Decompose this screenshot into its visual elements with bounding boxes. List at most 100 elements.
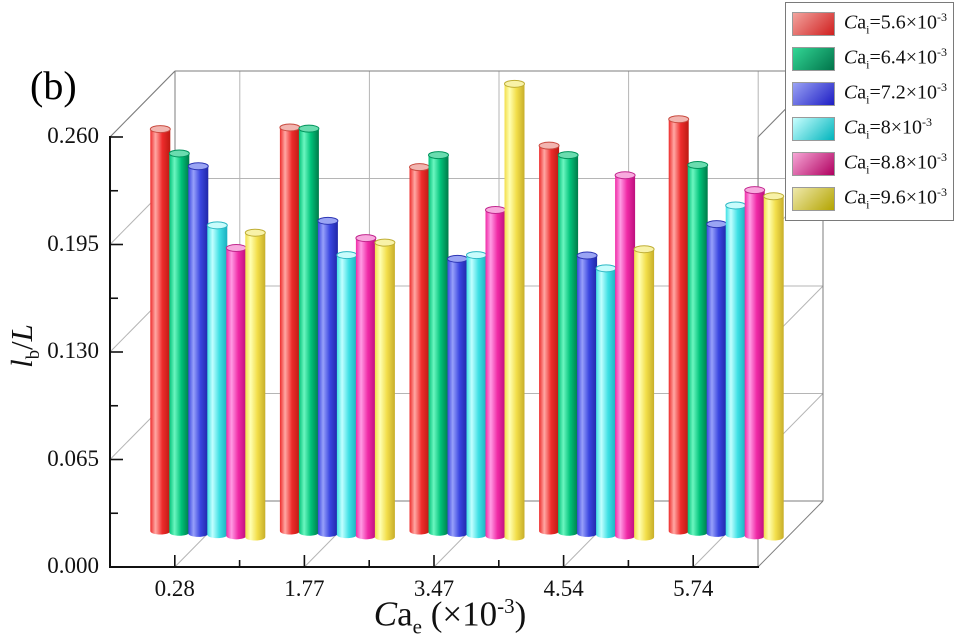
rich-text-segment: e — [412, 614, 422, 639]
bar-cylinder-body — [706, 224, 727, 537]
bar-cylinder-body — [374, 242, 395, 541]
bar-cylinder-body — [317, 220, 338, 537]
bar-cylinder-body — [207, 225, 228, 539]
bar-cylinder-top — [485, 205, 506, 214]
bar-cylinder-top — [614, 171, 636, 180]
legend-entry: Cai=8×10-3 — [791, 114, 947, 144]
y-tick-label: 0.000 — [47, 553, 99, 578]
bar-cylinder-top — [374, 238, 396, 247]
rich-text-segment: i — [866, 92, 870, 107]
bar-cylinder-body — [245, 232, 266, 541]
bar-cylinder-top — [244, 228, 266, 237]
bar-cylinder-top — [668, 115, 690, 124]
bar-cylinder-top — [687, 161, 709, 170]
bar-cylinder-top — [725, 201, 747, 210]
bar-cylinder-top — [447, 254, 468, 263]
bar-cylinder-top — [336, 251, 358, 260]
legend-label: Cai=8×10-3 — [844, 115, 932, 143]
rich-text-segment: -3 — [937, 150, 947, 165]
box-edge — [757, 500, 824, 568]
bar-cylinder-top — [466, 251, 487, 260]
rich-text-segment: -3 — [937, 80, 947, 95]
bar-cylinder-top — [225, 244, 247, 253]
panel-label: (b) — [30, 63, 77, 108]
bar-cylinder-body — [169, 153, 190, 536]
x-tick-label: 1.77 — [284, 576, 325, 601]
legend-swatch — [791, 12, 835, 36]
rich-text-segment: =6.4×10 — [869, 46, 937, 69]
rich-text-segment: i — [866, 197, 870, 212]
bar-cylinder-top — [557, 151, 579, 160]
bar-cylinder-body — [763, 196, 784, 541]
bar-cylinder-body — [615, 175, 636, 540]
bar-cylinder-top — [763, 192, 785, 201]
rich-text-segment: C — [843, 151, 858, 174]
y-tick-label: 0.195 — [47, 230, 99, 256]
bar-cylinder-body — [744, 190, 765, 540]
bar-cylinder-body — [447, 258, 468, 537]
bar-cylinder-body — [188, 166, 209, 537]
rich-text-segment: C — [373, 594, 398, 634]
bar-cylinder-body — [226, 248, 247, 540]
legend-entry: Cai=8.8×10-3 — [791, 149, 947, 179]
rich-text-segment: a — [397, 594, 413, 634]
bar-cylinder-top — [428, 151, 449, 160]
legend-entry: Cai=9.6×10-3 — [791, 184, 947, 214]
legend-label: Cai=5.6×10-3 — [844, 10, 947, 38]
rich-text-segment: =8×10 — [869, 116, 922, 139]
bar-cylinder-top — [409, 163, 430, 172]
bar-cylinder-top — [706, 220, 728, 229]
bar-cylinder-body — [485, 209, 506, 540]
bar-cylinder-body — [725, 205, 746, 539]
bar-cylinder-top — [504, 79, 525, 88]
bar-cylinder-body — [687, 165, 708, 536]
x-axis-title: Cae (×10-3) — [295, 594, 605, 640]
legend-label: Cai=8.8×10-3 — [844, 150, 947, 178]
rich-text-segment: a — [857, 186, 867, 209]
bar-cylinder-top — [298, 124, 320, 133]
rich-text-segment: C — [843, 186, 858, 209]
bar-series — [149, 79, 785, 541]
rich-text-segment: =9.6×10 — [869, 186, 937, 209]
rich-text-segment: (×10 — [421, 594, 498, 634]
legend-entry: Cai=6.4×10-3 — [791, 44, 947, 74]
rich-text-segment: C — [843, 11, 858, 34]
legend-label: Cai=6.4×10-3 — [844, 45, 947, 73]
bar-cylinder-body — [596, 268, 617, 539]
rich-text-segment: C — [843, 46, 858, 69]
bar-cylinder-top — [538, 141, 560, 150]
bar-cylinder-body — [466, 255, 487, 539]
x-tick-label: 3.47 — [413, 576, 455, 601]
legend-entry: Cai=5.6×10-3 — [791, 9, 947, 39]
bar-cylinder-body — [336, 255, 357, 539]
bar-cylinder-body — [577, 255, 598, 537]
bar-cylinder-body — [355, 238, 376, 540]
bar-cylinder-body — [504, 83, 525, 541]
axis-ticks — [110, 136, 695, 568]
legend-swatch — [791, 117, 835, 141]
legend-label: Cai=7.2×10-3 — [844, 80, 947, 108]
legend: Cai=5.6×10-3 Cai=6.4×10-3 Cai=7.2×10-3 Cai=… — [784, 2, 954, 221]
bar-cylinder-body — [409, 167, 430, 535]
legend-entry: Cai=7.2×10-3 — [791, 79, 947, 109]
rich-text-segment: a — [857, 46, 867, 69]
bar-cylinder-top — [595, 264, 617, 273]
legend-swatch — [791, 47, 835, 71]
bar-cylinder-body — [298, 128, 319, 536]
bar-cylinder-body — [634, 249, 655, 541]
rich-text-segment: =5.6×10 — [869, 11, 937, 34]
y-tick-label: 0.260 — [47, 123, 99, 148]
rich-text-segment: -3 — [937, 185, 947, 200]
bar-cylinder-top — [317, 216, 339, 225]
bar-cylinder-body — [279, 127, 300, 535]
rich-text-segment: =8.8×10 — [869, 151, 937, 174]
bar-cylinder-top — [206, 221, 228, 230]
bar-cylinder-top — [168, 149, 190, 158]
rich-text-segment: -3 — [937, 10, 947, 25]
rich-text-segment: ) — [514, 594, 527, 634]
rich-text-segment: -3 — [922, 115, 932, 130]
bar-cylinder-top — [149, 125, 171, 134]
y-tick-label: 0.065 — [47, 445, 99, 471]
x-tick-label: 0.28 — [154, 576, 195, 601]
rich-text-segment: i — [866, 57, 870, 72]
